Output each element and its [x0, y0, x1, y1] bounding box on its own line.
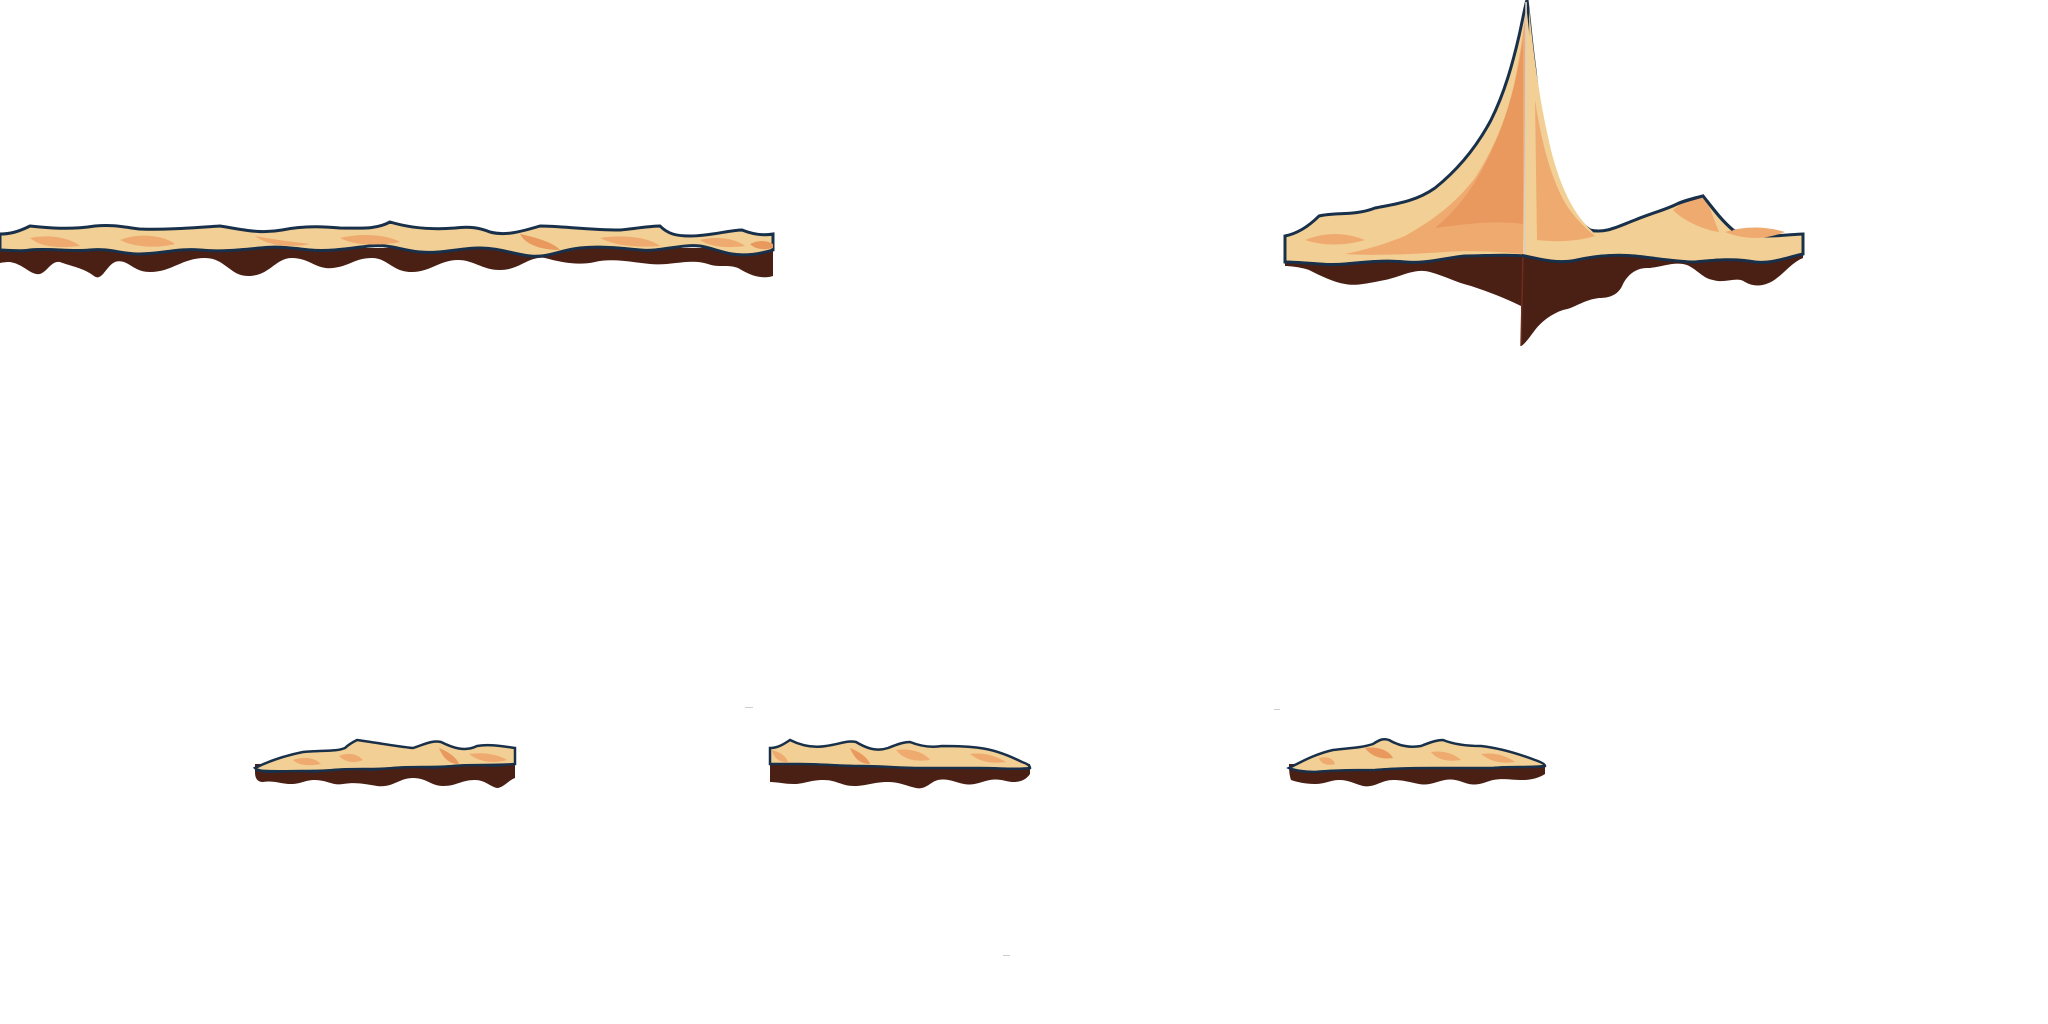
stray-pixel-speck [1274, 709, 1280, 710]
stray-pixel-speck [745, 707, 753, 708]
spire-seam-line [1524, 1, 1527, 255]
right-peak-outline [1676, 194, 1734, 232]
sand-shade-patch [772, 750, 788, 762]
tile-edge-line [1284, 252, 1804, 266]
sand-shade-patch [1673, 197, 1719, 232]
sand-shade-patch [340, 235, 400, 245]
sand-shade-patch [520, 234, 560, 250]
sand-shade-patch [970, 753, 1006, 763]
sand-shade-patch [750, 241, 773, 250]
tile-edge-line [254, 763, 516, 774]
tile-edge-line [0, 244, 774, 258]
sand-shade-patch [896, 749, 930, 761]
sand-shade-patch [1305, 234, 1365, 245]
sand-platform-small-tile-1 [252, 738, 517, 788]
sand-shade-patch [850, 748, 870, 764]
sand-shade-patch [1365, 747, 1393, 759]
spire-shade-right [1535, 100, 1595, 242]
sand-shade-patch [700, 238, 745, 248]
sand-ground-long-tile [0, 220, 775, 278]
sand-platform-small-tile-3 [1286, 737, 1547, 787]
sand-shade-patch [1431, 751, 1461, 761]
sand-shade-patch [255, 236, 310, 246]
soil-layer [0, 248, 773, 278]
sand-shade-patch [439, 748, 459, 764]
stray-pixel-speck [1003, 955, 1010, 956]
sand-shade-patch [1725, 227, 1785, 238]
sand-shade-patch [30, 236, 80, 248]
sand-shade-patch [120, 235, 175, 247]
soil-layer [1285, 252, 1803, 346]
sand-shade-patch [1319, 757, 1335, 765]
spire-shade-left [1435, 40, 1523, 228]
sand-platform-small-tile-2 [768, 738, 1032, 789]
tile-edge-line [770, 763, 1031, 770]
sand-shade-patch [600, 236, 660, 247]
spire-seam-line [1520, 253, 1524, 347]
sand-shade-patch [469, 753, 507, 762]
sand-spire-tile [1283, 0, 1805, 347]
sand-shade-patch [1481, 753, 1515, 763]
tile-edge-line [1288, 765, 1546, 774]
sand-shade-patch [293, 757, 321, 766]
sand-shade-patch [339, 753, 363, 763]
